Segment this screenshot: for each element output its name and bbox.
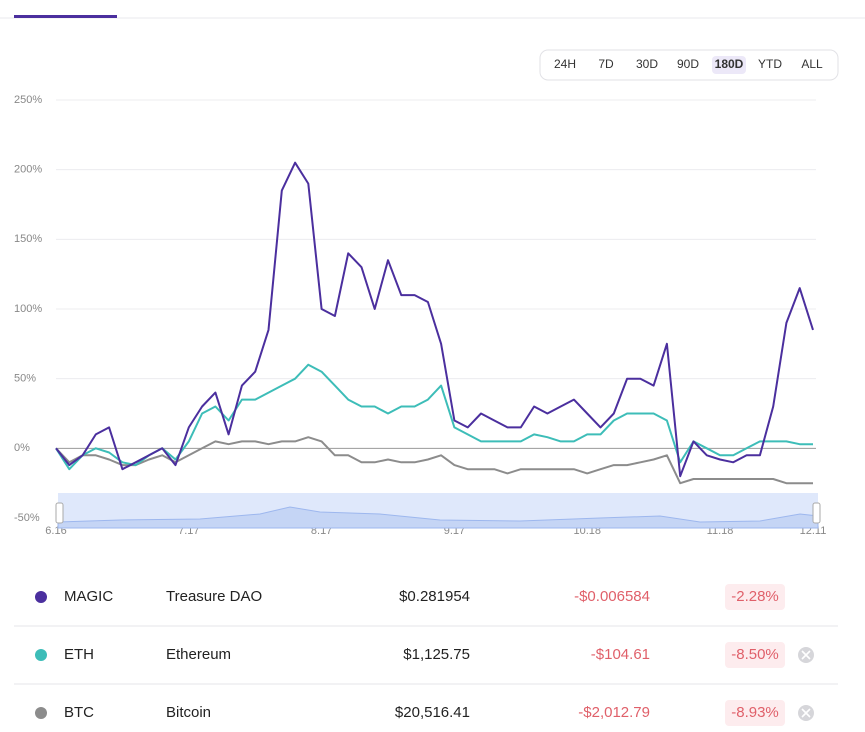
series-line bbox=[55, 161, 814, 478]
range-button[interactable]: YTD bbox=[758, 57, 782, 71]
y-tick-label: 0% bbox=[14, 442, 30, 454]
percent-change: -2.28% bbox=[731, 588, 779, 605]
asset-dot bbox=[35, 649, 47, 661]
percent-badge bbox=[725, 700, 785, 726]
asset-price: $1,125.75 bbox=[403, 646, 470, 663]
price-change: -$104.61 bbox=[591, 646, 650, 663]
price-change: -$0.006584 bbox=[574, 588, 650, 605]
range-selector bbox=[539, 49, 839, 81]
asset-symbol: ETH bbox=[64, 646, 94, 663]
percent-badge bbox=[725, 642, 785, 668]
active-tab-underline bbox=[14, 15, 117, 18]
series-line bbox=[55, 436, 813, 485]
navigator-handle[interactable] bbox=[812, 502, 821, 524]
asset-dot bbox=[35, 707, 47, 719]
y-tick-label: 50% bbox=[14, 373, 36, 385]
y-tick-label: -50% bbox=[14, 512, 40, 524]
y-tick-label: 250% bbox=[14, 94, 42, 106]
range-button[interactable]: ALL bbox=[801, 57, 823, 71]
series-line bbox=[55, 363, 813, 471]
asset-name: Treasure DAO bbox=[166, 588, 262, 605]
asset-symbol: MAGIC bbox=[64, 588, 113, 605]
asset-dot bbox=[35, 591, 47, 603]
percent-change: -8.50% bbox=[731, 646, 779, 663]
remove-icon-x bbox=[801, 650, 811, 660]
navigator bbox=[55, 493, 821, 529]
asset-table: MAGIC Treasure DAO $0.281954 -$0.006584 -2.2… bbox=[35, 584, 814, 726]
y-tick-label: 100% bbox=[14, 303, 42, 315]
range-button[interactable]: 7D bbox=[598, 57, 614, 71]
remove-button[interactable] bbox=[798, 647, 814, 663]
range-button[interactable]: 24H bbox=[554, 57, 576, 71]
range-button[interactable]: 180D bbox=[715, 57, 744, 71]
asset-name: Bitcoin bbox=[166, 704, 211, 721]
range-button[interactable]: 30D bbox=[636, 57, 658, 71]
remove-icon-x bbox=[801, 708, 811, 718]
asset-price: $20,516.41 bbox=[395, 704, 470, 721]
percent-change: -8.93% bbox=[731, 704, 779, 721]
y-tick-label: 150% bbox=[14, 233, 42, 245]
range-active-bg bbox=[712, 56, 746, 74]
plot: -50%0%50%100%150%200%250%6.16 7.17 8.17 9.1… bbox=[14, 94, 826, 537]
y-tick-label: 200% bbox=[14, 164, 42, 176]
asset-name: Ethereum bbox=[166, 646, 231, 663]
price-change: -$2,012.79 bbox=[578, 704, 650, 721]
remove-button[interactable] bbox=[798, 705, 814, 721]
asset-symbol: BTC bbox=[64, 704, 94, 721]
navigator-handle[interactable] bbox=[55, 502, 64, 524]
percent-badge bbox=[725, 584, 785, 610]
asset-price: $0.281954 bbox=[399, 588, 470, 605]
range-button[interactable]: 90D bbox=[677, 57, 699, 71]
